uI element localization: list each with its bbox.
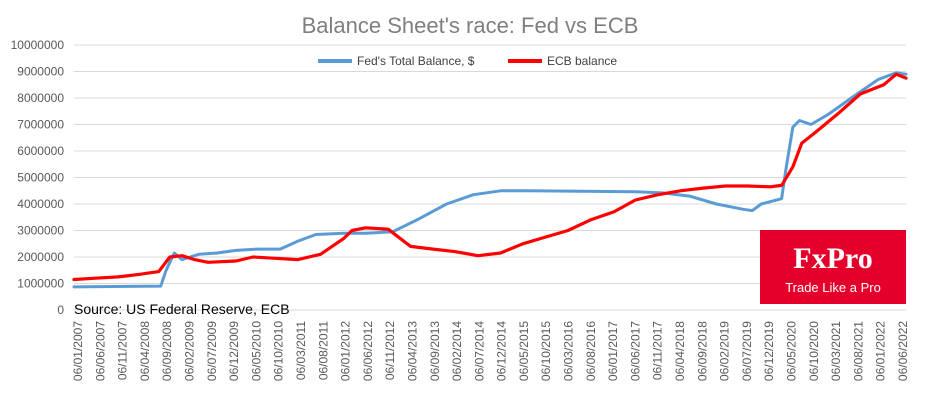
y-tick-label: 7000000 (17, 118, 64, 132)
x-tick-label: 06/01/2017 (606, 321, 620, 381)
source-annotation: Source: US Federal Reserve, ECB (74, 301, 290, 317)
x-tick-label: 06/04/2008 (138, 321, 152, 381)
y-tick-label: 3000000 (17, 224, 64, 238)
x-tick-label: 06/10/2010 (272, 321, 286, 381)
y-tick-label: 0 (57, 303, 64, 317)
series-line-fed (72, 71, 908, 289)
gridlines (74, 44, 906, 311)
y-tick-label: 9000000 (17, 65, 64, 79)
x-tick-label: 06/07/2019 (740, 321, 754, 381)
x-tick-label: 06/06/2017 (628, 321, 642, 381)
x-tick-label: 06/07/2014 (472, 321, 486, 381)
x-tick-label: 06/05/2015 (517, 321, 531, 381)
logo-brand-text: FxPro (793, 242, 872, 275)
series-lines (72, 71, 908, 289)
x-tick-label: 06/04/2013 (405, 321, 419, 381)
x-tick-label: 06/11/2012 (383, 321, 397, 380)
x-axis-ticks: 06/01/2007 06/06/2007 06/11/2007 06/04/2008… (71, 321, 910, 381)
x-tick-label: 06/06/2022 (896, 321, 910, 381)
x-tick-label: 06/12/2014 (495, 321, 509, 381)
legend: Fed's Total Balance, $ ECB balance (318, 54, 617, 68)
x-tick-label: 06/11/2017 (651, 321, 665, 380)
x-tick-label: 06/09/2013 (428, 321, 442, 381)
chart-title: Balance Sheet's race: Fed vs ECB (302, 13, 639, 38)
x-tick-label: 06/07/2009 (205, 321, 219, 381)
legend-label-fed: Fed's Total Balance, $ (357, 54, 475, 68)
x-tick-label: 06/01/2012 (339, 321, 353, 381)
x-tick-label: 06/03/2016 (562, 321, 576, 381)
legend-label-ecb: ECB balance (547, 54, 617, 68)
x-tick-label: 06/05/2010 (249, 321, 263, 381)
x-tick-label: 06/11/2007 (116, 321, 130, 380)
x-tick-label: 06/10/2020 (807, 321, 821, 381)
y-tick-label: 5000000 (17, 171, 64, 185)
y-tick-label: 2000000 (17, 250, 64, 264)
y-tick-label: 10000000 (11, 38, 65, 52)
x-tick-label: 06/09/2018 (695, 321, 709, 381)
y-tick-label: 8000000 (17, 91, 64, 105)
x-tick-label: 06/08/2011 (316, 321, 330, 380)
logo-tagline: Trade Like a Pro (785, 280, 881, 295)
series-line-ecb (72, 72, 908, 282)
x-tick-label: 06/08/2016 (584, 321, 598, 381)
x-tick-label: 06/01/2007 (71, 321, 85, 381)
x-tick-label: 06/09/2008 (160, 321, 174, 381)
x-tick-label: 06/05/2020 (785, 321, 799, 381)
x-tick-label: 06/03/2011 (294, 321, 308, 380)
x-tick-label: 06/02/2019 (718, 321, 732, 381)
x-tick-label: 06/12/2009 (227, 321, 241, 381)
x-tick-label: 06/02/2014 (450, 321, 464, 381)
x-tick-label: 06/08/2021 (851, 321, 865, 381)
fxpro-logo: FxPro Trade Like a Pro (760, 230, 906, 304)
y-axis-ticks: 0 1000000 2000000 3000000 4000000 5000000 6000… (11, 38, 65, 317)
x-tick-label: 06/02/2009 (182, 321, 196, 381)
x-tick-label: 06/06/2007 (93, 321, 107, 381)
x-tick-label: 06/10/2015 (539, 321, 553, 381)
x-tick-label: 06/12/2019 (762, 321, 776, 381)
y-tick-label: 6000000 (17, 144, 64, 158)
x-tick-label: 06/01/2022 (874, 321, 888, 381)
y-tick-label: 1000000 (17, 277, 64, 291)
x-tick-label: 06/06/2012 (361, 321, 375, 381)
logo-background (760, 230, 906, 304)
x-tick-label: 06/04/2018 (673, 321, 687, 381)
y-tick-label: 4000000 (17, 197, 64, 211)
x-tick-label: 06/03/2021 (829, 321, 843, 381)
